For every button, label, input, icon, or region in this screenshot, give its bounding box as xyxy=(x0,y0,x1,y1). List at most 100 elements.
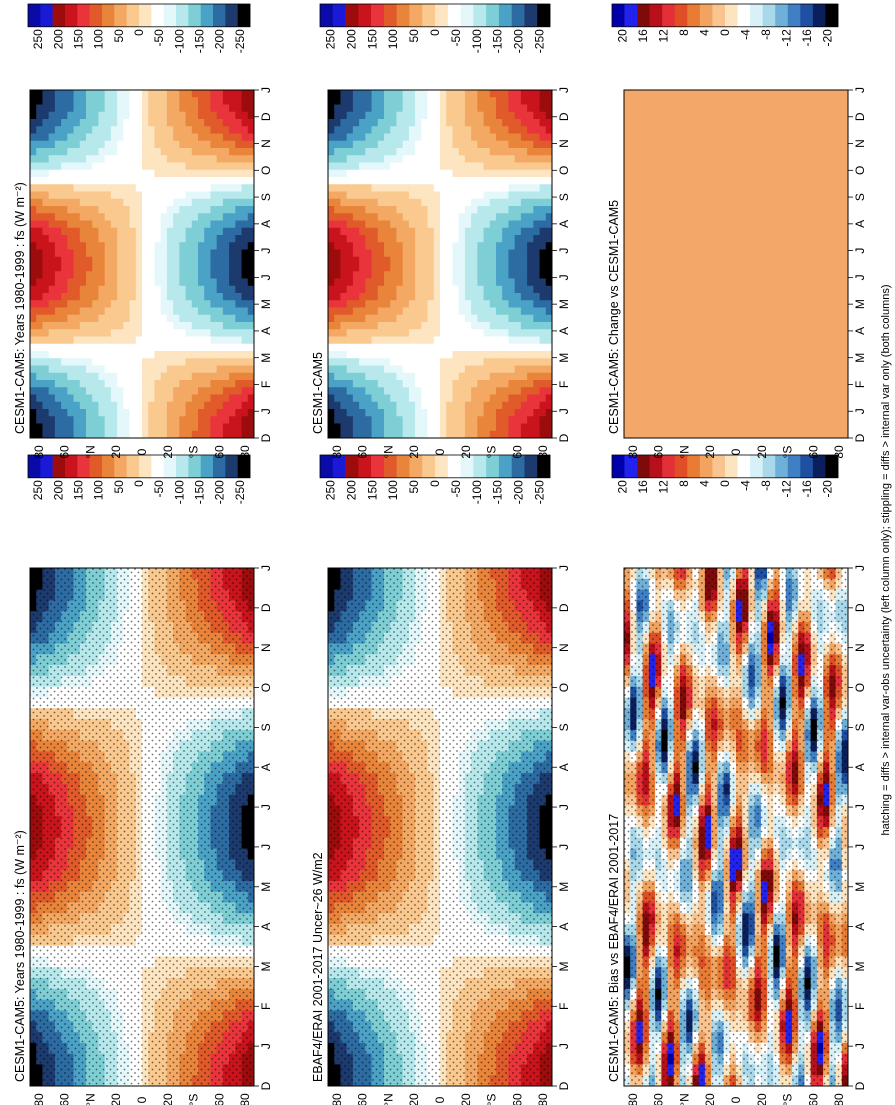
panel-top-right-colorbar-swatch xyxy=(40,4,53,27)
panel-top-right-cell xyxy=(235,242,242,250)
panel-top-right-cell xyxy=(216,329,224,337)
panel-top-right-cell xyxy=(191,235,199,243)
panel-top-right-cell xyxy=(61,162,68,171)
panel-top-right-cell xyxy=(185,351,193,359)
panel-top-right-cell xyxy=(86,256,93,265)
panel-top-right-cell xyxy=(191,271,199,279)
panel-top-right-cell xyxy=(166,278,174,287)
panel-top-right-cell xyxy=(135,111,143,120)
panel-top-right-cell xyxy=(179,111,186,120)
panel-top-right-cell xyxy=(154,119,162,127)
panel-top-right-cell xyxy=(104,358,112,366)
panel-top-right-cell xyxy=(123,220,130,229)
panel-top-right-cell xyxy=(54,184,62,192)
panel-top-right-cell xyxy=(247,343,255,352)
panel-top-right-cell xyxy=(129,409,137,417)
panel-top-right-title: CESM1-CAM5: Years 1980-1999 : fs (W m⁻²) xyxy=(13,182,27,434)
panel-top-right-cell xyxy=(86,242,93,250)
panel-top-right-cell xyxy=(104,285,112,294)
panel-top-right-cell xyxy=(79,111,87,120)
panel-top-right-cell xyxy=(135,387,143,395)
panel-top-right-cell xyxy=(241,133,249,142)
panel-top-right-cell xyxy=(191,97,199,105)
panel-top-right-cell xyxy=(241,256,249,265)
panel-top-right-cell xyxy=(36,372,43,381)
panel-top-right-cell xyxy=(36,191,43,200)
panel-top-right-cell xyxy=(61,365,68,374)
panel-top-right-cell xyxy=(67,343,74,352)
panel-top-right-cell xyxy=(61,111,68,120)
panel-top-right-cell xyxy=(61,206,68,214)
panel-top-right-cell xyxy=(204,416,211,424)
panel-top-right-cell xyxy=(222,119,230,127)
panel-top-right-cell xyxy=(36,380,43,388)
panel-top-left-colorbar-swatch xyxy=(40,455,53,478)
panel-top-right-cell xyxy=(160,336,168,345)
panel-top-right-cell xyxy=(235,271,242,279)
panel-top-right-cell xyxy=(235,198,242,207)
panel-top-right-cell xyxy=(142,235,149,243)
panel-top-right-cell xyxy=(142,140,149,149)
panel-top-right-cell xyxy=(191,307,199,316)
panel-top-right-cell xyxy=(148,300,155,308)
panel-top-right-cell xyxy=(160,285,168,294)
panel-top-right-cell xyxy=(67,264,74,272)
panel-top-right-month-label: N xyxy=(259,139,273,148)
panel-top-right-cell xyxy=(73,278,81,287)
panel-top-right-cell xyxy=(198,242,205,250)
panel-top-right-cell xyxy=(67,242,74,250)
panel-top-right-cell xyxy=(54,249,62,258)
panel-top-left-colorbar-swatch xyxy=(114,455,127,478)
panel-top-right-cell xyxy=(79,140,87,149)
panel-top-right-cell xyxy=(241,264,249,272)
panel-top-right-cell xyxy=(185,380,193,388)
panel-top-right-cell xyxy=(229,140,236,149)
panel-top-right-cell xyxy=(54,213,62,221)
panel-top-right-cell xyxy=(241,111,249,120)
panel-top-right-cell xyxy=(185,401,193,410)
panel-top-right-cell xyxy=(229,329,236,337)
panel-top-right-cell xyxy=(98,249,106,258)
panel-top-right-cell xyxy=(222,227,230,236)
panel-top-right-cell xyxy=(160,293,168,301)
panel-top-right-cell xyxy=(135,198,143,207)
panel-top-right-cell xyxy=(79,148,87,156)
panel-top-right-cell xyxy=(110,401,118,410)
panel-top-right-cell xyxy=(216,177,224,185)
panel-top-right-cell xyxy=(110,220,118,229)
panel-top-right-cell xyxy=(148,293,155,301)
panel-top-right-cell xyxy=(129,90,137,98)
panel-top-right-cell xyxy=(110,213,118,221)
panel-top-right-cell xyxy=(154,314,162,323)
panel-top-left-month-label: M xyxy=(259,961,273,971)
panel-top-right-cell xyxy=(79,351,87,359)
panel-top-right-cell xyxy=(104,119,112,127)
panel-top-right-cell xyxy=(73,365,81,374)
panel-top-right-cell xyxy=(92,285,99,294)
panel-top-right-cell xyxy=(229,213,236,221)
panel-top-right-cell xyxy=(135,293,143,301)
panel-top-right-cell xyxy=(198,177,205,185)
panel-top-right-cell xyxy=(154,293,162,301)
panel-top-right-cell xyxy=(166,264,174,272)
panel-top-right-cell xyxy=(191,162,199,171)
panel-top-right-cell xyxy=(235,169,242,178)
panel-top-right-cell xyxy=(86,140,93,149)
panel-top-right-cell xyxy=(198,322,205,330)
panel-top-right-cell xyxy=(210,191,218,200)
panel-top-right-cell xyxy=(229,336,236,345)
panel-top-right-cell xyxy=(148,227,155,236)
panel-top-right-cell xyxy=(198,278,205,287)
panel-top-right-cell xyxy=(54,162,62,171)
panel-top-right-cell xyxy=(92,184,99,192)
panel-top-left-colorbar-swatch xyxy=(213,455,226,478)
panel-top-right-cell xyxy=(229,387,236,395)
panel-top-right-cell xyxy=(210,372,218,381)
panel-top-right-cell xyxy=(123,191,130,200)
panel-top-right-cell xyxy=(110,365,118,374)
panel-top-right-cell xyxy=(110,227,118,236)
panel-top-right-cell xyxy=(247,126,255,134)
panel-top-right-cell xyxy=(98,278,106,287)
panel-top-right-cell xyxy=(104,351,112,359)
panel-top-right-cell xyxy=(160,329,168,337)
